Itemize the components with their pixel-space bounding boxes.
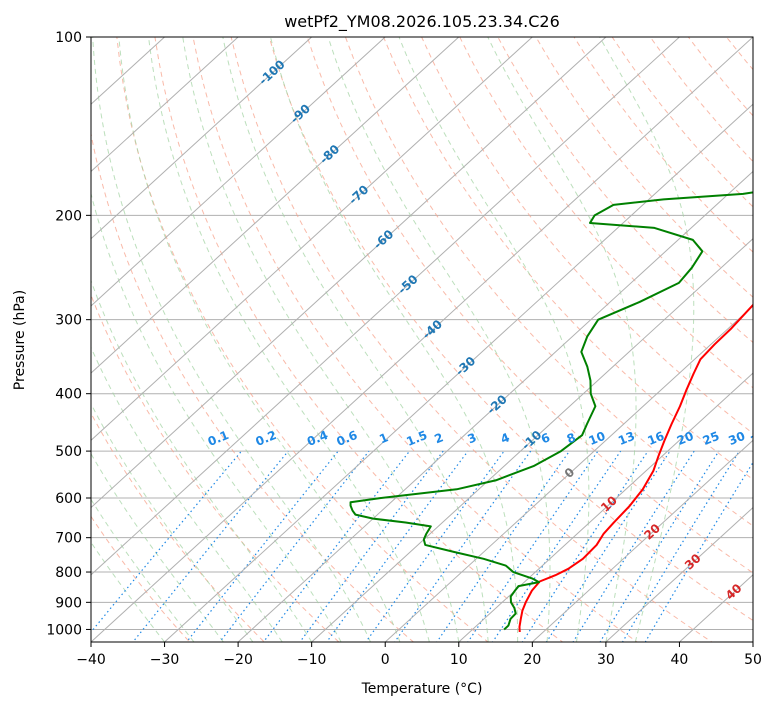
dry-adiabat (230, 37, 713, 642)
moist-adiabat (91, 452, 224, 642)
mixing-ratio-line (436, 450, 570, 642)
axis-ticks: −40 −30 −20 −10 0 10 20 30 40 50 100 200 300 400 500 60… (46, 30, 762, 668)
isotherm-line (91, 37, 313, 240)
x-tick-label: 20 (523, 652, 541, 668)
isotherm-line (91, 37, 753, 642)
mixing-ratio-line (393, 450, 532, 642)
isotherm-line (237, 170, 753, 642)
dry-adiabat (421, 37, 753, 435)
dry-adiabat (116, 37, 489, 642)
isotherm-line (91, 37, 386, 307)
x-tick-label: −40 (76, 652, 106, 668)
isotherm-line (91, 37, 680, 576)
mixing-ratio-line (621, 450, 740, 642)
isotherm-line (91, 37, 460, 374)
y-tick-label: 600 (55, 491, 82, 507)
dry-adiabat (91, 515, 191, 642)
mixing-ratio-line (299, 450, 444, 642)
y-tick-label: 100 (55, 30, 82, 46)
moist-adiabat (91, 402, 254, 642)
y-tick-label: 300 (55, 313, 82, 329)
moist-adiabat (269, 37, 519, 642)
chart-title: wetPf2_YM08.2026.105.23.34.C26 (284, 12, 560, 32)
y-tick-label: 800 (55, 565, 82, 581)
x-tick-label: −20 (223, 652, 253, 668)
mixing-ratio-line (325, 450, 469, 642)
moist-adiabat (182, 37, 460, 642)
mixing-ratio-label: 36 (748, 429, 769, 448)
dewpoint-line (349, 191, 753, 631)
dry-adiabat (383, 37, 753, 481)
x-tick-label: 40 (671, 652, 689, 668)
x-tick-label: 0 (381, 652, 390, 668)
isotherm-line (164, 103, 753, 642)
mixing-ratio-label: 16 (646, 429, 667, 448)
mixing-ratio-label: 30 (726, 429, 747, 448)
x-axis-label: Temperature (°C) (361, 681, 483, 697)
x-tick-label: 30 (597, 652, 615, 668)
y-tick-label: 200 (55, 208, 82, 224)
isotherm-line (531, 439, 753, 642)
profile-lines (349, 191, 753, 633)
y-tick-label: 700 (55, 531, 82, 547)
mixing-ratio-label: 20 (675, 429, 696, 448)
moist-adiabat (91, 346, 283, 642)
dry-adiabat (91, 131, 415, 642)
isotherm-line (91, 37, 239, 173)
y-tick-label: 1000 (46, 622, 82, 638)
plot-frame (90, 36, 754, 643)
moist-adiabat (487, 37, 637, 642)
dry-adiabat (535, 37, 753, 298)
isotherm-line (311, 237, 753, 642)
isotherm-line (91, 37, 533, 442)
mixing-ratio-label: 13 (616, 429, 637, 448)
mixing-ratio-label: 10 (587, 429, 608, 448)
mixing-ratio-line (545, 450, 671, 642)
mixing-ratio-line (644, 461, 753, 642)
moist-adiabat (91, 191, 342, 642)
x-tick-label: 50 (744, 652, 762, 668)
moist-adiabat (118, 37, 401, 642)
isotherm-line (384, 305, 753, 642)
moist-adiabat (92, 37, 371, 642)
moist-adiabat (398, 37, 590, 642)
dry-adiabat (192, 37, 639, 642)
mixing-ratio-line (219, 450, 370, 642)
y-tick-label: 400 (55, 387, 82, 403)
y-axis-label: Pressure (hPa) (12, 290, 28, 390)
x-tick-label: −30 (150, 652, 180, 668)
temperature-line (518, 303, 753, 633)
mixing-ratio-line (91, 450, 242, 634)
mixing-ratio-line (599, 450, 720, 642)
isotherm-line (91, 37, 607, 509)
isotherm-line (458, 372, 753, 642)
isotherm-line (605, 506, 753, 642)
moist-adiabat (148, 37, 430, 642)
background-lines (91, 37, 753, 642)
dry-adiabat (497, 37, 753, 344)
mixing-ratio-label: 25 (701, 429, 722, 448)
x-tick-label: 10 (450, 652, 468, 668)
x-tick-label: −10 (297, 652, 327, 668)
y-tick-label: 500 (55, 444, 82, 460)
y-tick-label: 900 (55, 595, 82, 611)
